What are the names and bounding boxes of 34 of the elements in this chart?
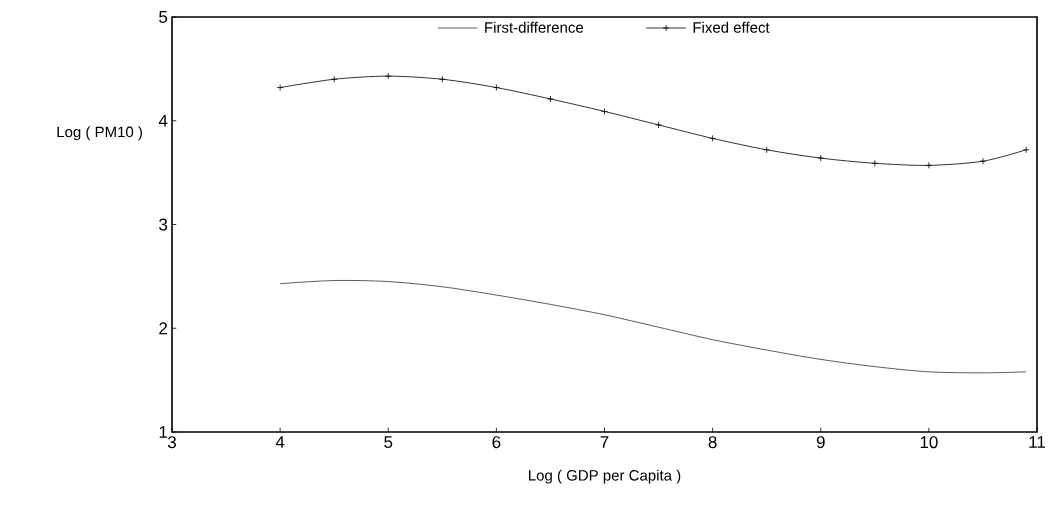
x-tick-label: 4	[275, 436, 285, 448]
x-tick-label: 5	[384, 436, 393, 448]
point	[492, 84, 500, 91]
point	[384, 72, 392, 80]
y-tick-label: 3	[159, 218, 168, 231]
x-tick-label: 11	[1029, 436, 1045, 448]
point	[276, 84, 284, 91]
y-tick-label: 4	[158, 114, 168, 127]
y-tick-label: 5	[159, 11, 168, 23]
point	[655, 121, 662, 129]
point	[763, 146, 771, 154]
point	[925, 161, 933, 169]
legend-label: Fixed effect	[693, 21, 770, 33]
point	[330, 75, 338, 83]
point	[547, 95, 554, 103]
legend-label: First-difference	[485, 21, 584, 33]
point	[979, 157, 987, 165]
point	[817, 154, 825, 162]
point	[871, 159, 879, 167]
x-tick-label: 3	[167, 436, 176, 449]
x-tick-label: 9	[816, 436, 825, 449]
point	[1022, 146, 1030, 154]
y-tick-label: 2	[159, 322, 168, 335]
point	[709, 134, 717, 142]
point	[601, 108, 608, 115]
x-tick-label: 10	[920, 436, 938, 449]
x-axis-title: Log ( GDP per Capita )	[529, 469, 681, 484]
y-tick-label: 1	[159, 426, 168, 438]
line-series	[279, 280, 1027, 374]
point	[438, 75, 446, 83]
x-tick-label: 7	[600, 436, 609, 448]
y-axis-title: Log ( PM10 )	[57, 126, 142, 141]
x-tick-label: 8	[708, 436, 717, 449]
x-tick-label: 6	[492, 436, 501, 449]
